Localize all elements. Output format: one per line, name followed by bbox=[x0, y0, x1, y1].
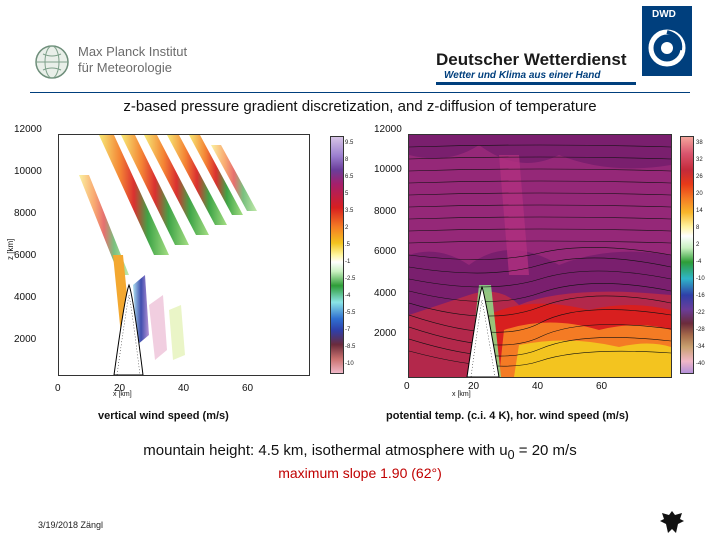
left-xtick: 40 bbox=[178, 383, 190, 394]
cbar-label: -8.5 bbox=[345, 344, 356, 350]
left-xtick: 20 bbox=[114, 383, 126, 394]
cbar-label: -16 bbox=[696, 293, 705, 299]
mpi-logo bbox=[34, 44, 70, 80]
cbar-label: 32 bbox=[696, 157, 703, 163]
cbar-label: 8 bbox=[696, 225, 700, 231]
setup-text-end: = 20 m/s bbox=[514, 442, 577, 459]
cbar-label: 5 bbox=[345, 191, 349, 197]
left-xtick: 0 bbox=[55, 383, 61, 394]
dwd-abbr: DWD bbox=[652, 9, 676, 20]
right-xtick: 60 bbox=[596, 381, 608, 392]
vertical-wind-field bbox=[79, 135, 257, 375]
right-ytick: 12000 bbox=[374, 124, 402, 135]
cbar-label: -34 bbox=[696, 344, 705, 350]
federal-eagle-icon bbox=[660, 511, 684, 533]
dwd-swirl-icon bbox=[648, 29, 686, 67]
cbar-label: 8 bbox=[345, 157, 349, 163]
dwd-slogan: Wetter und Klima aus einer Hand bbox=[444, 70, 601, 81]
right-ytick: 10000 bbox=[374, 164, 402, 175]
footer-date-author: 3/19/2018 Zängl bbox=[38, 520, 104, 530]
right-x-ticks: 0 20 40 60 bbox=[404, 381, 670, 393]
right-caption: potential temp. (c.i. 4 K), hor. wind sp… bbox=[386, 410, 629, 422]
left-xtick: 60 bbox=[242, 383, 254, 394]
cbar-label: 14 bbox=[696, 208, 703, 214]
cbar-label: -5.5 bbox=[345, 310, 356, 316]
left-caption: vertical wind speed (m/s) bbox=[98, 410, 229, 422]
left-x-ticks: 0 20 40 60 bbox=[52, 383, 312, 395]
experiment-setup: mountain height: 4.5 km, isothermal atmo… bbox=[0, 442, 720, 462]
right-ytick: 6000 bbox=[374, 246, 397, 257]
right-xtick: 20 bbox=[468, 381, 480, 392]
cbar-label: -4 bbox=[345, 293, 351, 299]
cbar-label: -22 bbox=[696, 310, 705, 316]
setup-text: mountain height: 4.5 km, isothermal atmo… bbox=[143, 442, 508, 459]
setup-subscript: 0 bbox=[507, 448, 515, 462]
cbar-label: -40 bbox=[696, 361, 705, 367]
dwd-name: Deutscher Wetterdienst bbox=[436, 50, 627, 69]
mpi-globe-icon bbox=[35, 45, 69, 79]
cbar-label: -1 bbox=[345, 259, 351, 265]
left-ytick: 12000 bbox=[14, 124, 42, 135]
cbar-label: -10 bbox=[345, 361, 354, 367]
right-ytick: 8000 bbox=[374, 206, 397, 217]
cbar-label: 3.5 bbox=[345, 208, 354, 214]
eagle-logo bbox=[658, 508, 686, 536]
cbar-label: 6.5 bbox=[345, 174, 354, 180]
right-xlabel: x [km] bbox=[452, 391, 471, 398]
cbar-label: -10 bbox=[696, 276, 705, 282]
dwd-underline bbox=[436, 82, 636, 85]
cbar-label: 9.5 bbox=[345, 140, 354, 146]
right-plot bbox=[408, 134, 672, 378]
right-colorbar bbox=[680, 136, 694, 374]
left-ytick: 10000 bbox=[14, 166, 42, 177]
cbar-label: -4 bbox=[696, 259, 702, 265]
mpi-line2: für Meteorologie bbox=[78, 60, 172, 75]
cbar-label: -28 bbox=[696, 327, 705, 333]
max-slope: maximum slope 1.90 (62°) bbox=[278, 465, 442, 481]
mpi-line1: Max Planck Institut bbox=[78, 44, 188, 59]
cbar-label: 26 bbox=[696, 174, 703, 180]
cbar-label: -2.5 bbox=[345, 276, 356, 282]
right-ytick: 4000 bbox=[374, 288, 397, 299]
mpi-name: Max Planck Institut für Meteorologie bbox=[78, 44, 187, 76]
potential-temp-field bbox=[409, 135, 671, 377]
left-colorbar bbox=[330, 136, 344, 374]
left-colorbar-labels: 9.5 8 6.5 5 3.5 2 .5 -1 -2.5 -4 -5.5 -7 … bbox=[345, 140, 369, 372]
header-rule bbox=[30, 92, 690, 93]
cbar-label: -7 bbox=[345, 327, 351, 333]
cbar-label: 2 bbox=[345, 225, 349, 231]
cbar-label: 38 bbox=[696, 140, 703, 146]
left-plot bbox=[58, 134, 310, 376]
right-xtick: 40 bbox=[532, 381, 544, 392]
left-ytick: 2000 bbox=[14, 334, 37, 345]
slide-title: z-based pressure gradient discretization… bbox=[123, 98, 597, 115]
cbar-label: 2 bbox=[696, 242, 700, 248]
cbar-label: 20 bbox=[696, 191, 703, 197]
cbar-label: .5 bbox=[345, 242, 351, 248]
left-ytick: 8000 bbox=[14, 208, 37, 219]
right-xtick: 0 bbox=[404, 381, 410, 392]
dwd-logo bbox=[642, 6, 692, 76]
left-xlabel: x [km] bbox=[113, 391, 132, 398]
left-ytick: 6000 bbox=[14, 250, 37, 261]
right-ytick: 2000 bbox=[374, 328, 397, 339]
right-colorbar-labels: 38 32 26 20 14 8 2 -4 -10 -16 -22 -28 -3… bbox=[696, 140, 718, 372]
left-ytick: 4000 bbox=[14, 292, 37, 303]
